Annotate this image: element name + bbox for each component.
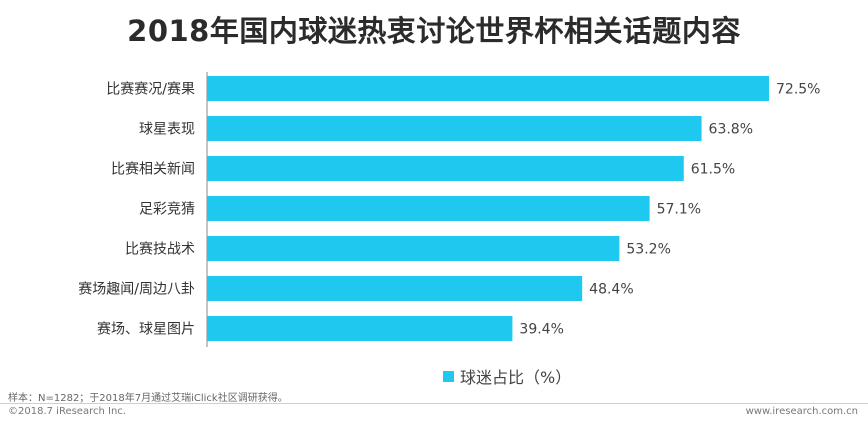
legend-label: 球迷占比（%）	[460, 368, 572, 387]
bar-6	[207, 276, 583, 301]
bar-1	[207, 76, 769, 101]
legend: 球迷占比（%）	[443, 364, 571, 388]
category-label-6: 赛场趣闻/周边八卦	[78, 282, 195, 298]
bars-group: 比赛赛况/赛果 72.5% 球星表现 63.8% 比赛相关新闻 61.5% 足彩竞猜 57.1…	[78, 76, 820, 341]
category-label-4: 足彩竞猜	[139, 201, 195, 218]
value-label-4: 57.1%	[657, 202, 701, 218]
bar-3	[207, 156, 684, 181]
legend-swatch	[443, 370, 454, 382]
copyright: ©2018.7 iResearch Inc.	[8, 406, 126, 417]
category-label-5: 比赛技战术	[125, 242, 195, 258]
bar-4	[207, 196, 650, 221]
value-label-5: 53.2%	[626, 242, 670, 258]
category-label-1: 比赛赛况/赛果	[106, 82, 195, 98]
footnote: 样本：N=1282；于2018年7月通过艾瑞iClick社区调研获得。	[8, 393, 288, 404]
value-label-2: 63.8%	[709, 122, 753, 138]
category-label-7: 赛场、球星图片	[97, 322, 195, 338]
website: www.iresearch.com.cn	[745, 406, 858, 417]
value-label-3: 61.5%	[691, 162, 735, 178]
bar-2	[207, 116, 702, 141]
bar-5	[207, 236, 620, 261]
value-label-7: 39.4%	[519, 322, 563, 338]
bar-7	[207, 316, 513, 341]
value-label-1: 72.5%	[776, 82, 820, 98]
footer-divider	[0, 403, 868, 404]
category-label-3: 比赛相关新闻	[111, 162, 195, 178]
chart-title: 2018年国内球迷热衷讨论世界杯相关话题内容	[127, 14, 741, 48]
category-label-2: 球星表现	[139, 122, 195, 138]
value-label-6: 48.4%	[589, 282, 633, 298]
